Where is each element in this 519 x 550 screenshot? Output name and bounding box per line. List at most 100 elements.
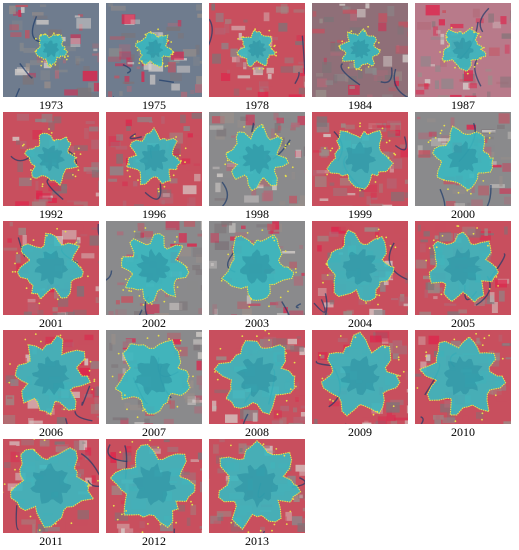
satellite-image-grid: 1973 1975 1978 1984 1987 1992 1996 1998 1999 2000… [3,3,516,548]
satellite-image-1996 [106,112,202,206]
year-label: 2003 [245,316,269,330]
year-label: 2008 [245,425,269,439]
panel-2004: 2004 [312,221,408,330]
panel-2006: 2006 [3,330,99,439]
panel-2011: 2011 [3,439,99,548]
satellite-image-2005 [415,221,511,315]
panel-1984: 1984 [312,3,408,112]
satellite-image-1973 [3,3,99,97]
satellite-image-2012 [106,439,202,533]
panel-1973: 1973 [3,3,99,112]
urban-boundary [419,336,507,416]
panel-1998: 1998 [209,112,305,221]
year-label: 2004 [348,316,372,330]
false-color-composite [3,3,99,97]
panel-1992: 1992 [3,112,99,221]
satellite-image-1984 [312,3,408,97]
false-color-composite [415,330,511,424]
year-label: 2000 [451,207,475,221]
year-label: 2013 [245,534,269,548]
year-label: 2005 [451,316,475,330]
false-color-composite [106,221,202,315]
satellite-image-2002 [106,221,202,315]
urban-boundary [16,232,84,300]
false-color-composite [209,112,305,206]
panel-2003: 2003 [209,221,305,330]
year-label: 1992 [39,207,63,221]
panel-2013: 2013 [209,439,305,548]
year-label: 2012 [142,534,166,548]
year-label: 2011 [39,534,63,548]
year-label: 2001 [39,316,63,330]
satellite-image-2003 [209,221,305,315]
satellite-image-2004 [312,221,408,315]
satellite-image-2007 [106,330,202,424]
urban-boundary [220,233,295,301]
satellite-image-2009 [312,330,408,424]
year-label: 1998 [245,207,269,221]
false-color-composite [3,330,99,424]
false-color-composite [209,221,305,315]
satellite-image-1999 [312,112,408,206]
satellite-image-2010 [415,330,511,424]
panel-1975: 1975 [106,3,202,112]
year-label: 2009 [348,425,372,439]
year-label: 2010 [451,425,475,439]
urban-boundary [34,33,69,68]
year-label: 2002 [142,316,166,330]
urban-boundary [14,334,92,416]
year-label: 1996 [142,207,166,221]
year-label: 1984 [348,98,372,112]
year-label: 2006 [39,425,63,439]
satellite-image-2006 [3,330,99,424]
false-color-composite [3,221,99,315]
false-color-composite [312,330,408,424]
satellite-image-1998 [209,112,305,206]
year-label: 1973 [39,98,63,112]
year-label: 1978 [245,98,269,112]
false-color-composite [415,221,511,315]
urban-boundary [213,340,296,415]
false-color-composite [106,330,202,424]
false-color-composite [106,439,202,533]
false-color-composite [415,3,511,97]
satellite-image-2000 [415,112,511,206]
urban-boundary [24,132,80,187]
panel-1978: 1978 [209,3,305,112]
urban-boundary [428,231,500,303]
year-label: 1987 [451,98,475,112]
satellite-image-2011 [3,439,99,533]
year-label: 2007 [142,425,166,439]
urban-boundary [441,28,487,73]
panel-2002: 2002 [106,221,202,330]
satellite-image-2001 [3,221,99,315]
urban-boundary [120,232,190,305]
panel-2009: 2009 [312,330,408,439]
panel-2008: 2008 [209,330,305,439]
false-color-composite [312,112,408,206]
urban-boundary [134,31,175,68]
false-color-composite [3,112,99,206]
false-color-composite [106,3,202,97]
satellite-image-1992 [3,112,99,206]
panel-2012: 2012 [106,439,202,548]
satellite-image-1975 [106,3,202,97]
urban-boundary [432,125,494,191]
panel-2010: 2010 [415,330,511,439]
urban-boundary [326,229,395,302]
panel-1999: 1999 [312,112,408,221]
year-label: 1975 [142,98,166,112]
false-color-composite [415,112,511,206]
year-label: 1999 [348,207,372,221]
urban-boundary [225,123,290,192]
panel-2007: 2007 [106,330,202,439]
satellite-image-1987 [415,3,511,97]
urban-boundary [236,29,276,68]
satellite-image-2013 [209,439,305,533]
false-color-composite [209,3,305,97]
false-color-composite [3,439,99,533]
panel-2005: 2005 [415,221,511,330]
urban-boundary [10,447,95,528]
false-color-composite [209,330,305,424]
panel-2000: 2000 [415,112,511,221]
